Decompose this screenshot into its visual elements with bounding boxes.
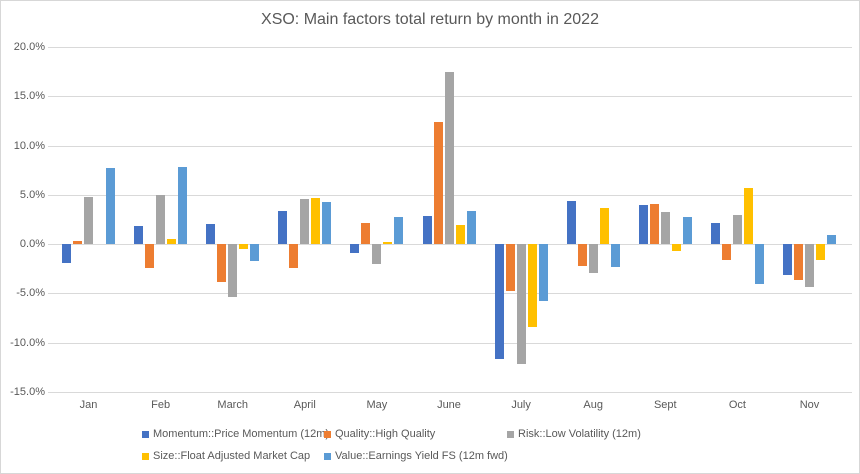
- bar-sept-series4: [682, 216, 692, 245]
- bar-july-series1: [505, 244, 515, 292]
- x-axis-label: Feb: [151, 399, 171, 411]
- bar-march-series3: [239, 244, 249, 249]
- legend-item: Value::Earnings Yield FS (12m fwd): [324, 449, 508, 463]
- bar-april-series3: [311, 197, 321, 245]
- x-axis-label: Oct: [728, 399, 746, 411]
- x-axis-label: May: [366, 399, 388, 411]
- bar-march-series0: [206, 224, 216, 245]
- bar-april-series0: [278, 210, 288, 245]
- y-axis-tick-label: 5.0%: [19, 188, 45, 201]
- legend-label: Value::Earnings Yield FS (12m fwd): [335, 450, 508, 462]
- x-axis-label: June: [437, 399, 461, 411]
- x-axis-label: July: [511, 399, 531, 411]
- y-axis-tick-label: 15.0%: [13, 90, 45, 103]
- bar-sept-series1: [649, 203, 659, 245]
- bar-aug-series1: [577, 244, 587, 266]
- y-axis-tick-label: 10.0%: [13, 139, 45, 152]
- bar-nov-series1: [794, 244, 803, 280]
- bar-june-series2: [444, 71, 454, 245]
- bar-july-series4: [538, 244, 548, 302]
- x-axis-label: Nov: [799, 399, 820, 411]
- legend-label: Momentum::Price Momentum (12m): [153, 428, 330, 440]
- bar-june-series0: [422, 215, 432, 245]
- legend-swatch-icon: [324, 430, 331, 438]
- legend-item: Quality::High Quality: [324, 427, 435, 441]
- y-axis-tick-label: 0.0%: [19, 238, 45, 251]
- bar-march-series1: [217, 244, 227, 282]
- bar-nov-series2: [805, 244, 814, 288]
- bar-jan-series4: [106, 168, 115, 245]
- bar-jan-series0: [62, 244, 71, 263]
- bar-oct-series2: [732, 214, 742, 245]
- bar-july-series0: [494, 244, 504, 360]
- legend-swatch-icon: [324, 452, 331, 460]
- bar-sept-series3: [671, 244, 681, 251]
- x-axis-label: Jan: [79, 399, 98, 411]
- bar-oct-series3: [743, 188, 753, 245]
- legend-item: Momentum::Price Momentum (12m): [142, 427, 329, 441]
- bar-april-series4: [322, 201, 332, 245]
- bar-feb-series3: [167, 239, 177, 245]
- gridline: [48, 392, 852, 393]
- legend-swatch-icon: [142, 452, 149, 460]
- bar-march-series2: [228, 244, 238, 298]
- bar-may-series4: [394, 216, 404, 245]
- y-axis-tick-label: 20.0%: [13, 41, 45, 53]
- bar-nov-series0: [783, 244, 792, 275]
- x-axis-label: Sept: [653, 399, 677, 411]
- x-axis-label: April: [293, 399, 316, 411]
- bar-feb-series1: [145, 244, 155, 268]
- bar-june-series1: [433, 121, 443, 245]
- legend-swatch-icon: [507, 430, 514, 438]
- y-axis-tick-label: -5.0%: [16, 287, 45, 300]
- bar-aug-series3: [599, 207, 609, 245]
- bar-march-series4: [250, 244, 260, 261]
- bar-april-series2: [300, 198, 310, 245]
- bar-feb-series0: [134, 226, 144, 245]
- legend-label: Size::Float Adjusted Market Cap: [153, 450, 311, 462]
- bar-nov-series4: [827, 235, 836, 245]
- chart-title: XSO: Main factors total return by month …: [261, 11, 599, 28]
- bar-nov-series3: [816, 244, 825, 260]
- bar-july-series3: [527, 244, 537, 327]
- x-axis-label: March: [217, 399, 248, 411]
- bar-oct-series1: [721, 244, 731, 260]
- bar-jan-series2: [84, 196, 93, 245]
- legend-label: Risk::Low Volatility (12m): [518, 428, 641, 440]
- bar-sept-series2: [660, 211, 670, 245]
- y-axis-tick-label: -15.0%: [10, 386, 45, 398]
- bar-sept-series0: [638, 204, 648, 245]
- legend-item: Size::Float Adjusted Market Cap: [142, 449, 310, 463]
- bar-may-series0: [350, 244, 360, 253]
- legend-swatch-icon: [142, 430, 149, 438]
- legend-item: Risk::Low Volatility (12m): [507, 427, 641, 441]
- bar-may-series3: [383, 242, 393, 245]
- y-axis-tick-label: -10.0%: [10, 336, 45, 349]
- bar-june-series3: [455, 225, 465, 245]
- bar-jan-series1: [73, 241, 82, 245]
- legend-label: Quality::High Quality: [335, 428, 436, 440]
- bar-oct-series4: [754, 244, 764, 285]
- bar-oct-series0: [710, 222, 720, 245]
- gridline: [48, 244, 852, 246]
- bar-aug-series2: [588, 244, 598, 273]
- bar-feb-series2: [156, 194, 166, 245]
- bar-april-series1: [289, 244, 299, 268]
- bar-feb-series4: [178, 167, 188, 245]
- bar-aug-series4: [610, 244, 620, 267]
- x-axis-label: Aug: [583, 399, 603, 411]
- bar-aug-series0: [566, 200, 576, 245]
- bar-june-series4: [466, 210, 476, 245]
- bar-may-series1: [361, 222, 371, 245]
- bar-july-series2: [516, 244, 526, 365]
- gridline: [48, 342, 852, 344]
- gridline: [48, 47, 852, 48]
- gridline: [48, 293, 852, 295]
- bar-may-series2: [372, 244, 382, 264]
